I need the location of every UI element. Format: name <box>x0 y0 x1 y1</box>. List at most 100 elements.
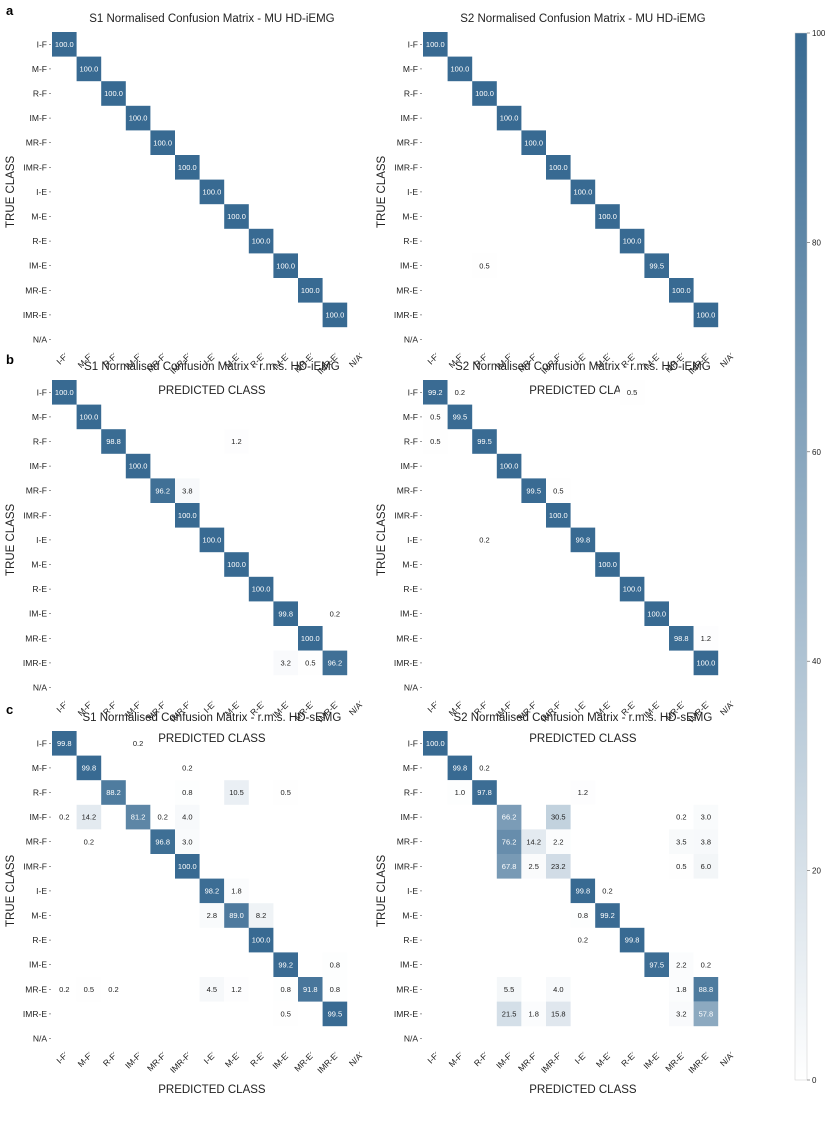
y-tick-label: IMR-F <box>394 861 418 871</box>
y-tick-label: M-F <box>403 763 418 773</box>
colorbar-tick-label: 0 <box>812 1076 817 1085</box>
cell-value-label: 99.8 <box>278 609 293 618</box>
heatmap-cell <box>693 650 719 676</box>
cell-value-label: 100.0 <box>524 138 543 147</box>
heatmap-cell <box>101 429 126 454</box>
y-axis-title: TRUE CLASS <box>5 503 17 576</box>
y-tick-label: R-F <box>404 437 418 447</box>
y-tick-label: IMR-F <box>23 861 47 871</box>
y-tick-label: MR-F <box>26 837 47 847</box>
cell-value-label: 0.2 <box>578 936 588 945</box>
cell-value-label: 1.8 <box>676 985 686 994</box>
heatmap-cell <box>570 878 596 904</box>
cell-value-label: 0.8 <box>330 960 340 969</box>
cell-value-label: 100.0 <box>451 65 470 74</box>
heatmap-cell <box>546 503 571 528</box>
cell-value-label: 4.0 <box>182 813 192 822</box>
heatmap-cell <box>175 155 200 180</box>
heatmap-cell <box>496 105 522 131</box>
heatmap-cell <box>322 952 348 977</box>
heatmap-cell <box>595 878 620 904</box>
heatmap-cell <box>521 478 546 503</box>
heatmap-cell <box>423 429 448 454</box>
cell-value-label: 100.0 <box>697 311 716 320</box>
heatmap-cell <box>570 179 596 205</box>
heatmap-cell <box>101 81 126 106</box>
y-tick-label: MR-E <box>396 984 418 994</box>
y-tick-label: IM-E <box>29 261 47 271</box>
heatmap-cell <box>273 253 298 278</box>
cell-value-label: 100.0 <box>252 585 271 594</box>
cell-value-label: 100.0 <box>227 560 246 569</box>
cell-value-label: 98.8 <box>674 634 689 643</box>
heatmap-cell <box>52 977 77 1002</box>
cell-value-label: 88.2 <box>106 788 121 797</box>
y-tick-label: N/A <box>33 1034 48 1044</box>
cell-value-label: 0.8 <box>280 985 290 994</box>
cell-value-label: 0.8 <box>578 911 588 920</box>
heatmap-cell <box>322 601 348 626</box>
y-tick-label: I-E <box>36 535 47 545</box>
cell-value-label: 66.2 <box>502 813 517 822</box>
cell-value-label: 0.2 <box>108 985 118 994</box>
cell-value-label: 98.2 <box>205 887 220 896</box>
heatmap-cell <box>273 780 298 805</box>
heatmap-cell <box>175 829 200 854</box>
heatmap-cell <box>595 552 620 577</box>
y-tick-label: IMR-E <box>394 310 418 320</box>
heatmap-cell <box>125 105 151 131</box>
heatmap-cell <box>76 404 102 430</box>
x-tick-label: N/A <box>347 700 364 717</box>
cell-value-label: 0.2 <box>133 739 143 748</box>
cell-value-label: 1.8 <box>231 887 241 896</box>
heatmap-cell <box>248 903 274 928</box>
y-tick-label: IM-E <box>400 261 418 271</box>
x-tick-label: MR-E <box>292 1051 315 1074</box>
cell-value-label: 10.5 <box>229 788 244 797</box>
cell-value-label: 100.0 <box>55 40 74 49</box>
heatmap-cell <box>273 977 298 1002</box>
y-tick-label: MR-F <box>26 138 47 148</box>
heatmap-cell <box>76 829 102 854</box>
y-tick-label: MR-E <box>25 984 47 994</box>
heatmap-cell <box>322 650 348 676</box>
x-axis-title: PREDICTED CLASS <box>158 1084 266 1096</box>
y-tick-label: MR-F <box>397 138 418 148</box>
heatmap-cell <box>125 453 151 479</box>
x-axis-title: PREDICTED CLASS <box>529 733 637 745</box>
y-tick-label: I-E <box>36 187 47 197</box>
y-tick-label: R-E <box>32 236 47 246</box>
y-tick-label: I-E <box>407 886 418 896</box>
cell-value-label: 0.5 <box>305 659 315 668</box>
cell-value-label: 100.0 <box>598 212 617 221</box>
cell-value-label: 100.0 <box>55 388 74 397</box>
cell-value-label: 1.2 <box>231 437 241 446</box>
heatmap-cell <box>273 952 298 977</box>
y-tick-label: I-F <box>408 387 418 397</box>
heatmap-cell <box>298 626 323 651</box>
cell-value-label: 15.8 <box>551 1010 566 1019</box>
cell-value-label: 99.8 <box>453 764 468 773</box>
cell-value-label: 100.0 <box>80 413 99 422</box>
heatmap-cell <box>546 854 571 879</box>
cell-value-label: 3.2 <box>280 659 290 668</box>
heatmap-cell <box>521 1001 546 1027</box>
y-tick-label: IMR-E <box>23 310 47 320</box>
heatmap-cell <box>644 253 669 278</box>
x-tick-label: I-F <box>54 700 68 714</box>
heatmap-cell <box>248 927 274 953</box>
y-tick-label: I-F <box>37 738 47 748</box>
y-tick-label: R-F <box>404 788 418 798</box>
cell-value-label: 0.2 <box>602 887 612 896</box>
cell-value-label: 99.8 <box>57 739 72 748</box>
cell-value-label: 100.0 <box>326 311 345 320</box>
heatmap-cell <box>199 527 225 553</box>
y-tick-label: IM-F <box>401 113 418 123</box>
cell-value-label: 0.5 <box>280 788 290 797</box>
cell-value-label: 0.2 <box>701 960 711 969</box>
x-tick-label: IMR-F <box>539 1051 563 1075</box>
x-tick-label: I-F <box>425 1051 439 1065</box>
y-tick-label: IM-F <box>30 812 47 822</box>
colorbar-tick-label: 60 <box>812 448 821 457</box>
cell-value-label: 100.0 <box>426 739 445 748</box>
